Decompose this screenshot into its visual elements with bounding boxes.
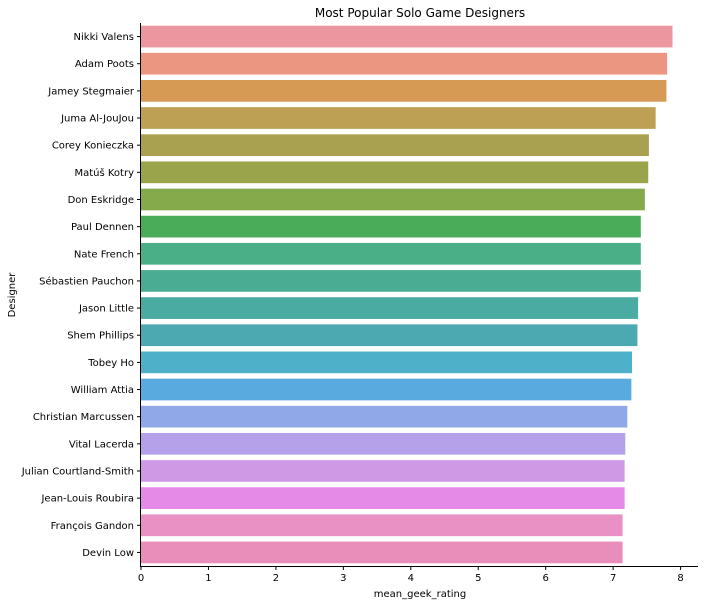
y-tick-label: Jean-Louis Roubira <box>40 494 134 505</box>
bar-8 <box>141 242 641 265</box>
bar-13 <box>141 378 632 401</box>
bars-group <box>141 25 673 564</box>
y-tick-label: Shem Phillips <box>67 331 134 342</box>
y-tick-label: Sébastien Pauchon <box>39 275 134 287</box>
x-tick-label: 3 <box>340 573 346 584</box>
x-tick-label: 1 <box>205 573 211 584</box>
bar-19 <box>141 541 623 564</box>
bar-1 <box>141 52 668 75</box>
x-tick-label: 4 <box>408 573 414 584</box>
bar-6 <box>141 188 645 211</box>
y-tick-label: Tobey Ho <box>87 358 134 369</box>
x-tick-label: 5 <box>475 573 481 584</box>
bar-18 <box>141 514 623 537</box>
y-tick-label: Nikki Valens <box>74 32 134 43</box>
bar-11 <box>141 324 638 347</box>
bar-2 <box>141 80 667 102</box>
bar-5 <box>141 161 649 184</box>
bar-9 <box>141 270 641 292</box>
y-tick-label: Julian Courtland-Smith <box>21 466 134 477</box>
bar-4 <box>141 134 649 157</box>
y-tick-label: Devin Low <box>82 548 134 559</box>
y-tick-label: Juma Al-JouJou <box>60 114 134 125</box>
y-tick-label: Jason Little <box>78 304 134 315</box>
x-tick-label: 2 <box>273 573 279 584</box>
bar-17 <box>141 487 625 509</box>
bar-16 <box>141 460 625 482</box>
y-tick-label: Nate French <box>74 249 134 260</box>
y-axis-label: Designer <box>7 272 18 318</box>
y-tick-label: Jamey Stegmaier <box>47 86 135 97</box>
x-tick-label: 0 <box>138 573 144 584</box>
y-tick-label: Corey Konieczka <box>52 141 134 152</box>
y-tick-label: Don Eskridge <box>68 195 134 206</box>
x-tick-label: 6 <box>543 573 549 584</box>
x-tick-group: 0 1 2 3 4 5 6 7 8 <box>138 566 684 584</box>
x-tick-label: 8 <box>677 573 683 584</box>
bar-7 <box>141 215 641 238</box>
bar-3 <box>141 107 656 129</box>
y-tick-label: William Attia <box>71 385 134 396</box>
y-tick-label: Matúš Kotry <box>74 167 134 179</box>
bar-14 <box>141 405 628 428</box>
y-tick-label: Adam Poots <box>75 59 134 70</box>
y-tick-label: Christian Marcussen <box>33 412 134 423</box>
x-tick-label: 7 <box>610 573 616 584</box>
bar-0 <box>141 25 673 48</box>
chart-title: Most Popular Solo Game Designers <box>315 6 525 20</box>
bar-10 <box>141 297 639 319</box>
y-tick-label: Vital Lacerda <box>69 439 134 450</box>
bar-12 <box>141 351 633 374</box>
y-tick-label: Paul Dennen <box>71 222 134 233</box>
x-axis-label: mean_geek_rating <box>374 589 466 600</box>
bar-15 <box>141 432 626 455</box>
y-tick-group: Nikki Valens Adam Poots Jamey Stegmaier Jum… <box>21 32 141 559</box>
y-tick-label: François Gandon <box>51 521 134 532</box>
